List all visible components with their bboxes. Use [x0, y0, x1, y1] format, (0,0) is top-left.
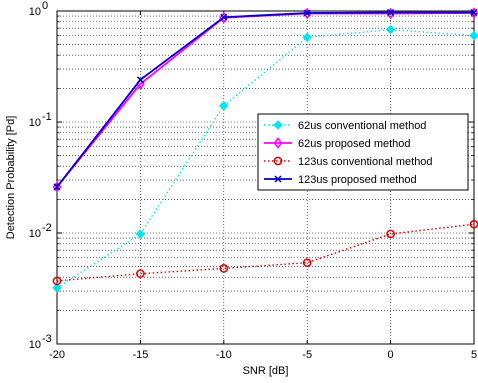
series-line-4	[56, 11, 474, 188]
legend-label: 123us proposed method	[298, 174, 417, 186]
plot-frame	[56, 10, 475, 345]
legend-label: 123us conventional method	[298, 156, 433, 168]
legend-items: 62us conventional method 62us proposed me…	[264, 120, 433, 186]
x-tick-label: -10	[216, 349, 232, 361]
x-axis-label: SNR [dB]	[243, 365, 289, 377]
legend-marker	[273, 156, 283, 166]
legend-marker	[273, 137, 283, 149]
series-4-point	[220, 13, 228, 21]
series-4-point	[303, 9, 311, 17]
y-tick-exponent: -1	[42, 111, 52, 123]
y-tick-exponent: -2	[42, 222, 52, 234]
legend-item: 62us proposed method	[264, 137, 411, 150]
series-layer	[52, 7, 478, 293]
y-axis-label: Detection Probability [Pd]	[5, 116, 17, 240]
y-tick-label: 10	[29, 339, 41, 351]
series-1-point	[469, 30, 478, 41]
legend-item: 62us conventional method	[264, 120, 426, 132]
series-3-point	[219, 264, 229, 273]
series-1-point	[52, 283, 62, 293]
legend-item: 123us proposed method	[264, 174, 417, 186]
y-tick-label: 10	[29, 6, 41, 18]
legend-label: 62us conventional method	[298, 120, 426, 132]
series-3-point	[302, 258, 312, 268]
series-line-3	[56, 223, 475, 282]
legend-box	[257, 113, 469, 191]
x-tick-label: -5	[302, 349, 312, 361]
y-tick-exponent: -3	[42, 333, 52, 345]
series-3-point	[386, 229, 395, 239]
legend-marker	[274, 175, 282, 183]
series-4-point	[470, 8, 478, 16]
series-1-point	[385, 24, 396, 35]
x-tick-label: 5	[471, 349, 477, 361]
y-tick-label: 10	[29, 228, 41, 240]
series-3-point	[136, 269, 145, 279]
x-tick-label: -15	[132, 349, 148, 361]
series-2-point	[469, 7, 478, 19]
legend: 62us conventional method 62us proposed me…	[257, 113, 469, 191]
legend-label: 62us proposed method	[298, 138, 411, 150]
series-3-point	[52, 276, 62, 286]
legend-item: 123us conventional method	[264, 156, 433, 168]
y-tick-exponent: 0	[42, 0, 48, 12]
x-tick-label: 0	[388, 349, 394, 361]
series-2-point	[302, 7, 312, 20]
grid-layer	[57, 11, 474, 344]
x-tick-label: -20	[49, 349, 65, 361]
legend-marker	[273, 120, 283, 130]
series-1-point	[135, 229, 146, 239]
series-4-point	[53, 183, 61, 191]
y-tick-label: 10	[29, 117, 41, 129]
series-1-point	[302, 32, 312, 42]
series-4-point	[136, 76, 144, 84]
series-4-point	[387, 8, 395, 16]
series-1-point	[219, 101, 229, 111]
